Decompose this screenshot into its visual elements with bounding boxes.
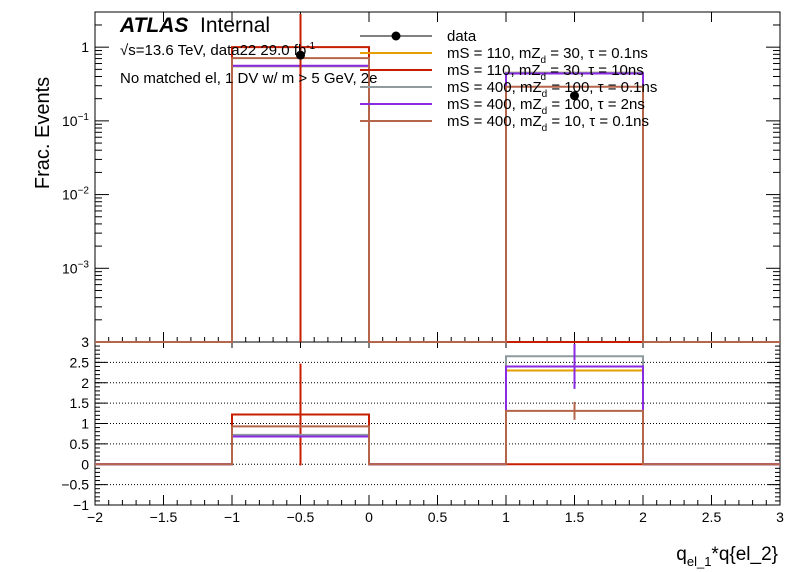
ratio-series-3 xyxy=(95,355,780,466)
upper-y-tick-label: 10−2 xyxy=(62,186,89,203)
hist-series-3 xyxy=(95,65,780,343)
x-tick-label: 3 xyxy=(776,509,784,525)
y-axis-label: Frac. Events xyxy=(32,77,54,189)
legend-label-1: mS = 110, mZd = 30, τ = 0.1ns xyxy=(447,45,648,66)
legend-label-5: mS = 400, mZd = 10, τ = 0.1ns xyxy=(447,113,649,134)
legend-label-4: mS = 400, mZd = 100, τ = 2ns xyxy=(447,96,645,117)
lower-y-tick-label: 1 xyxy=(81,416,89,432)
upper-y-tick-label: 10−3 xyxy=(62,259,89,276)
x-tick-label: −1.5 xyxy=(150,509,178,525)
hist-series-5 xyxy=(95,57,780,343)
ratio-series-1 xyxy=(95,369,780,466)
x-tick-label: −1 xyxy=(224,509,240,525)
x-tick-label: 0.5 xyxy=(428,509,448,525)
x-tick-label: −2 xyxy=(87,509,103,525)
ratio-histograms xyxy=(95,344,780,466)
atlas-status: Internal xyxy=(200,14,270,37)
data-point xyxy=(570,91,579,101)
lower-y-tick-label: 1.5 xyxy=(70,395,90,411)
data-points xyxy=(296,50,579,101)
lower-y-tick-label: −0.5 xyxy=(61,477,89,493)
x-tick-label: 2 xyxy=(639,509,647,525)
upper-axis-ticks: 1 10−1 10−2 10−3 xyxy=(62,11,781,342)
hist-series-2 xyxy=(95,46,780,343)
legend-marker-data-point xyxy=(391,31,401,41)
lower-y-tick-label: 3 xyxy=(81,334,89,350)
upper-y-tick-label: 10−1 xyxy=(62,112,89,129)
hist-series-1 xyxy=(95,65,780,343)
atlas-label: ATLAS xyxy=(119,14,188,37)
x-tick-label: 2.5 xyxy=(702,509,722,525)
x-tick-label: −0.5 xyxy=(287,509,315,525)
ratio-series-5 xyxy=(95,409,780,466)
upper-y-tick-label: 1 xyxy=(81,39,89,55)
lower-y-tick-label: 2.5 xyxy=(70,354,90,370)
lower-y-tick-label: 0.5 xyxy=(70,436,90,452)
selection-label: No matched el, 1 DV w/ m > 5 GeV, 2e xyxy=(120,70,378,87)
upper-pad-frame xyxy=(94,11,781,343)
data-point xyxy=(296,50,305,60)
ratio-series-4 xyxy=(95,365,780,466)
x-tick-label: 0 xyxy=(365,509,373,525)
energy-lumi: √s=13.6 TeV, data22 29.0 fb-1 xyxy=(120,41,316,59)
lower-y-tick-label: −1 xyxy=(73,497,89,513)
ratio-series-2 xyxy=(95,413,780,466)
lower-y-tick-label: 2 xyxy=(81,375,89,391)
ratio-gridlines xyxy=(95,341,780,506)
x-tick-label: 1 xyxy=(502,509,510,525)
legend-label-data: data xyxy=(447,28,477,45)
x-tick-label: 1.5 xyxy=(565,509,585,525)
legend-label-3: mS = 400, mZd = 100, τ = 0.1ns xyxy=(447,79,657,100)
upper-histograms xyxy=(95,14,780,343)
lower-y-tick-label: 0 xyxy=(81,456,89,472)
hist-series-4 xyxy=(95,64,780,343)
x-axis-label: qel_1*q{el_2} xyxy=(676,544,778,569)
legend-label-2: mS = 110, mZd = 30, τ = 10ns xyxy=(447,62,644,83)
